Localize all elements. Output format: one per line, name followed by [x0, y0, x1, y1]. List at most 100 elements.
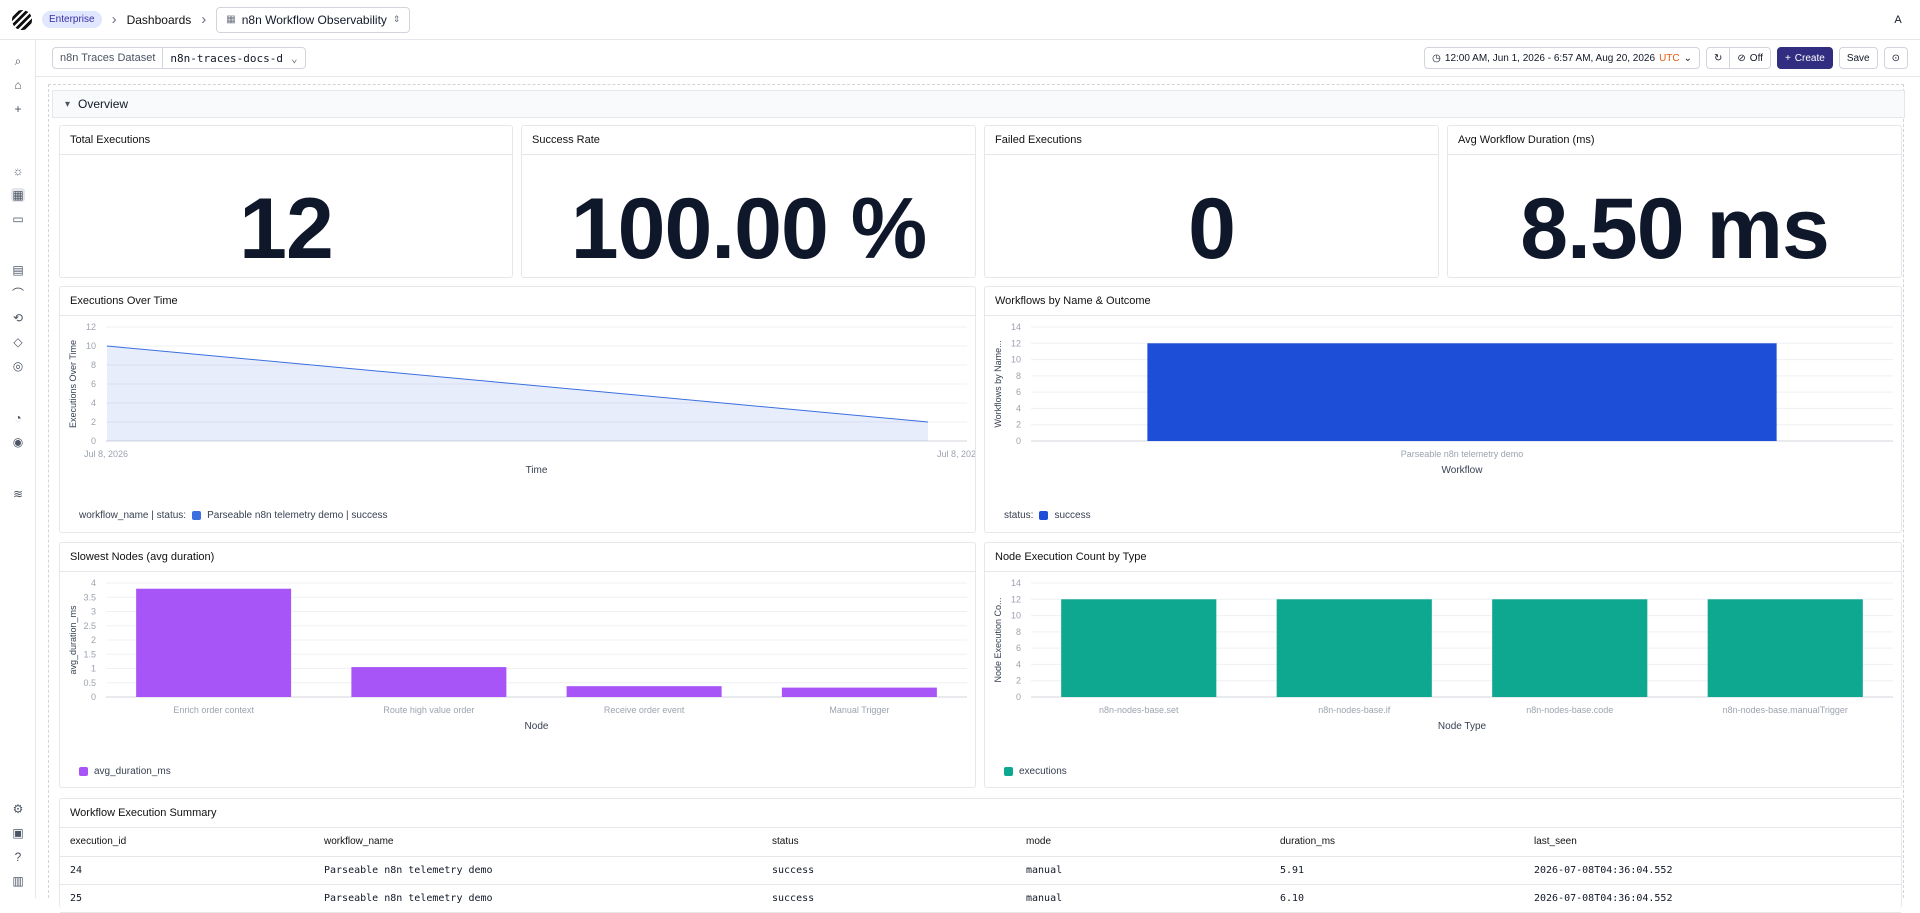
- settings-button[interactable]: ⊙: [1884, 47, 1908, 69]
- y-tick-label: 12: [1011, 594, 1021, 604]
- breadcrumb-dashboards[interactable]: Dashboards: [127, 13, 192, 27]
- stat-panel-total-executions: Total Executions 12: [59, 125, 513, 278]
- table-cell: 5.91: [1270, 856, 1524, 884]
- terminal-icon[interactable]: ▭: [11, 212, 25, 226]
- nodes-icon[interactable]: ◇: [11, 335, 25, 349]
- lightbulb-icon[interactable]: ☼: [11, 164, 25, 178]
- y-tick-label: 10: [86, 341, 96, 351]
- table-header-row: execution_id workflow_name status mode d…: [60, 828, 1901, 856]
- y-tick-label: 8: [1016, 371, 1021, 381]
- save-button[interactable]: Save: [1839, 47, 1878, 69]
- x-tick-label: Receive order event: [604, 705, 685, 715]
- column-header[interactable]: duration_ms: [1270, 828, 1524, 856]
- flow-icon[interactable]: ⟲: [11, 311, 25, 325]
- y-tick-label: 12: [86, 322, 96, 332]
- y-tick-label: 3: [91, 607, 96, 617]
- column-header[interactable]: execution_id: [60, 828, 314, 856]
- calendar-icon[interactable]: ▣: [11, 826, 25, 840]
- y-axis-label: Node Execution Co...: [993, 597, 1003, 682]
- dataset-value: n8n-traces-docs-d: [170, 52, 283, 65]
- chevron-down-icon: ▾: [65, 99, 70, 110]
- panel-title: Avg Workflow Duration (ms): [1448, 126, 1901, 155]
- search-icon[interactable]: ⌕: [11, 54, 25, 68]
- chevron-down-icon: ⌄: [291, 52, 298, 65]
- panel-title: Total Executions: [60, 126, 512, 155]
- timezone-label: UTC: [1659, 53, 1680, 64]
- plus-icon[interactable]: +: [11, 102, 25, 116]
- play-circle-icon[interactable]: ◉: [11, 435, 25, 449]
- panel-title: Workflow Execution Summary: [60, 799, 1901, 828]
- column-header[interactable]: status: [762, 828, 1016, 856]
- section-overview[interactable]: ▾ Overview: [52, 90, 1905, 118]
- y-tick-label: 4: [91, 578, 96, 588]
- bar: [567, 686, 722, 697]
- refresh-icon: ↻: [1714, 53, 1722, 64]
- settings-icon[interactable]: ⚙: [11, 802, 25, 816]
- chevron-right-icon: ›: [112, 11, 117, 28]
- legend-prefix: workflow_name | status:: [79, 510, 186, 521]
- x-tick-label: n8n-nodes-base.if: [1318, 705, 1391, 715]
- column-header[interactable]: workflow_name: [314, 828, 762, 856]
- y-tick-label: 1.5: [83, 649, 96, 659]
- y-tick-label: 4: [91, 398, 96, 408]
- execution-summary-table: execution_id workflow_name status mode d…: [60, 828, 1901, 913]
- panel-title: Slowest Nodes (avg duration): [60, 543, 975, 572]
- auto-refresh-button[interactable]: ⊘ Off: [1730, 47, 1771, 69]
- stat-panel-success-rate: Success Rate 100.00 %: [521, 125, 976, 278]
- y-tick-label: 2: [1016, 420, 1021, 430]
- help-icon[interactable]: ?: [11, 850, 25, 864]
- chart-legend: workflow_name | status: Parseable n8n te…: [79, 510, 388, 521]
- document-icon[interactable]: ▤: [11, 263, 25, 277]
- bar: [1708, 599, 1863, 697]
- chart-legend: avg_duration_ms: [79, 766, 171, 777]
- y-tick-label: 0.5: [83, 678, 96, 688]
- storage-icon[interactable]: ≋: [11, 487, 25, 501]
- avatar[interactable]: A: [1888, 10, 1908, 30]
- x-tick-label: n8n-nodes-base.manualTrigger: [1723, 705, 1848, 715]
- table-cell: Parseable n8n telemetry demo: [314, 856, 762, 884]
- enterprise-badge: Enterprise: [42, 11, 102, 28]
- table-row[interactable]: 25 Parseable n8n telemetry demo success …: [60, 884, 1901, 912]
- legend-series-name: Parseable n8n telemetry demo | success: [207, 510, 387, 521]
- table-cell: Parseable n8n telemetry demo: [314, 884, 762, 912]
- legend-series-name: success: [1054, 510, 1090, 521]
- y-tick-label: 0: [91, 692, 96, 702]
- clock-icon: ◷: [1432, 53, 1441, 64]
- bell-icon[interactable]: ◔: [11, 411, 25, 425]
- docs-icon[interactable]: ▥: [11, 874, 25, 888]
- chevron-updown-icon: ⇕: [393, 14, 401, 25]
- stat-value: 12: [60, 155, 512, 273]
- y-tick-label: 14: [1011, 578, 1021, 588]
- column-header[interactable]: last_seen: [1524, 828, 1901, 856]
- database-icon[interactable]: ◎: [11, 359, 25, 373]
- y-tick-label: 8: [91, 360, 96, 370]
- table-cell: 6.10: [1270, 884, 1524, 912]
- stat-panel-failed-executions: Failed Executions 0: [984, 125, 1439, 278]
- y-tick-label: 10: [1011, 611, 1021, 621]
- x-tick-label: Jul 8, 2026: [937, 449, 975, 459]
- dashboard-selector[interactable]: ▦ n8n Workflow Observability ⇕: [216, 7, 410, 33]
- x-tick-label: n8n-nodes-base.set: [1099, 705, 1179, 715]
- table-cell: manual: [1016, 884, 1270, 912]
- refresh-button[interactable]: ↻: [1706, 47, 1730, 69]
- bar: [1277, 599, 1432, 697]
- table-row[interactable]: 24 Parseable n8n telemetry demo success …: [60, 856, 1901, 884]
- stat-value: 100.00 %: [522, 155, 975, 273]
- chart-line-icon[interactable]: ⌒: [11, 287, 25, 301]
- bar: [1061, 599, 1216, 697]
- chevron-down-icon: ⌄: [1684, 53, 1692, 64]
- dashboards-icon[interactable]: ▦: [11, 188, 25, 202]
- dataset-value-wrap: n8n-traces-docs-d ⌄: [163, 52, 304, 65]
- create-button[interactable]: + Create: [1777, 47, 1833, 69]
- chart-legend: status: success: [1004, 510, 1091, 521]
- time-range-picker[interactable]: ◷ 12:00 AM, Jun 1, 2026 - 6:57 AM, Aug 2…: [1424, 47, 1700, 69]
- y-tick-label: 14: [1011, 322, 1021, 332]
- x-tick-label: Manual Trigger: [829, 705, 889, 715]
- x-tick-label: Enrich order context: [173, 705, 254, 715]
- app-logo[interactable]: [12, 10, 32, 30]
- column-header[interactable]: mode: [1016, 828, 1270, 856]
- dataset-selector[interactable]: n8n Traces Dataset n8n-traces-docs-d ⌄: [52, 47, 306, 69]
- home-icon[interactable]: ⌂: [11, 78, 25, 92]
